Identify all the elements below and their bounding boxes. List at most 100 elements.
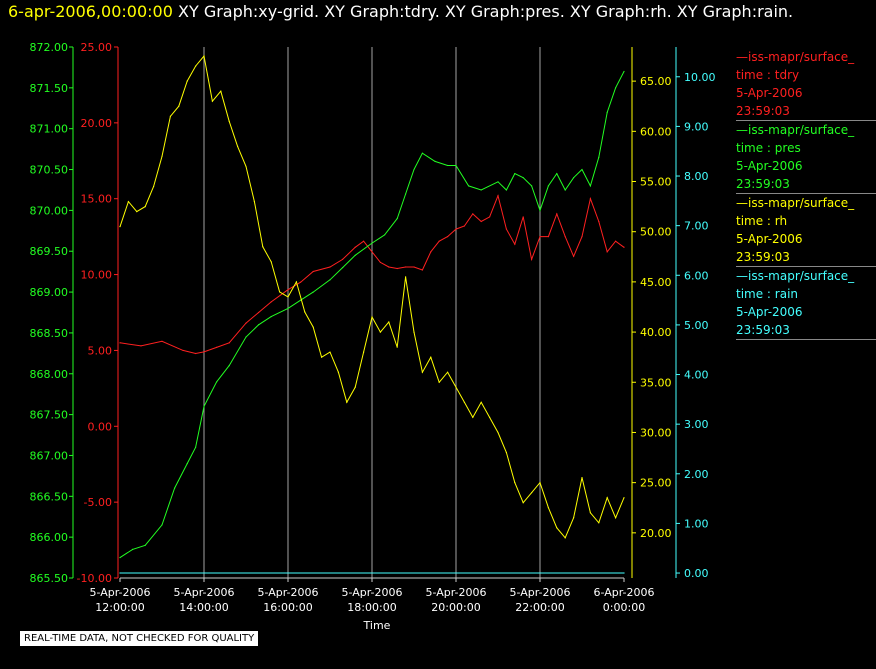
- rh-tick-label-6: 50.00: [640, 226, 672, 239]
- point-rh-0: [119, 226, 121, 228]
- point-pres-6: [195, 446, 197, 448]
- tdry-tick-label-5: 15.00: [81, 193, 113, 206]
- point-rh-1: [127, 200, 129, 203]
- point-rh-15: [245, 165, 247, 168]
- x-axis: 5-Apr-2006 12:00:00 5-Apr-2006 14:00:00 5-Ap…: [89, 577, 655, 632]
- legend: —iss-mapr/surface_ time : tdry 5-Apr-2006 2…: [736, 48, 876, 340]
- point-pres-7: [203, 405, 205, 408]
- tdry-tick-label-2: 0.00: [88, 420, 113, 433]
- point-pres-30: [497, 181, 499, 183]
- point-rh-44: [489, 416, 491, 418]
- point-pres-45: [623, 70, 625, 73]
- point-rh-11: [211, 100, 213, 102]
- rain-tick-label-5: 5.00: [684, 319, 709, 332]
- point-rh-51: [547, 507, 550, 509]
- point-rh-40: [455, 386, 457, 388]
- legend-date: 5-Apr-2006: [736, 159, 803, 173]
- point-tdry-38: [539, 236, 541, 238]
- point-tdry-14: [329, 266, 331, 268]
- point-rh-21: [295, 281, 297, 283]
- point-pres-35: [539, 209, 541, 211]
- point-rh-5: [161, 155, 163, 158]
- header-graph-titles: XY Graph:xy-grid. XY Graph:tdry. XY Grap…: [172, 2, 794, 21]
- point-rh-19: [279, 291, 281, 293]
- pres-tick-label-10: 870.50: [30, 164, 69, 177]
- graph-header: 6-apr-2006,00:00:00 XY Graph:xy-grid. XY…: [8, 2, 793, 21]
- point-tdry-25: [430, 251, 432, 253]
- point-rain-1: [623, 572, 625, 574]
- pres-tick-label-2: 866.50: [30, 490, 69, 503]
- point-rh-54: [573, 517, 575, 519]
- point-tdry-23: [413, 266, 415, 268]
- point-pres-13: [287, 307, 289, 310]
- x-tick-label-0: 5-Apr-2006: [89, 586, 150, 599]
- legend-name: —iss-mapr/surface_: [736, 269, 855, 283]
- legend-entry-0: —iss-mapr/surface_ time : tdry 5-Apr-2006 2…: [736, 48, 876, 121]
- point-tdry-40: [556, 213, 558, 215]
- point-tdry-2: [161, 340, 163, 342]
- legend-name: —iss-mapr/surface_: [736, 123, 855, 137]
- x-tick-label-2: 5-Apr-2006: [257, 586, 318, 599]
- x-tick-time-0: 12:00:00: [95, 601, 144, 614]
- point-tdry-28: [455, 228, 457, 230]
- legend-entry-3: —iss-mapr/surface_ time : rain 5-Apr-2006 2…: [736, 267, 876, 340]
- point-rh-8: [186, 80, 188, 82]
- point-rh-49: [531, 492, 533, 494]
- legend-entry-1: —iss-mapr/surface_ time : pres 5-Apr-2006 2…: [736, 121, 876, 194]
- quality-label: REAL-TIME DATA, NOT CHECKED FOR QUALITY: [20, 631, 259, 646]
- point-rh-7: [178, 105, 180, 107]
- point-rh-47: [514, 482, 516, 484]
- point-pres-20: [384, 234, 386, 236]
- point-rh-35: [413, 331, 415, 333]
- point-tdry-24: [421, 269, 423, 271]
- point-tdry-9: [258, 311, 260, 314]
- point-rh-58: [606, 497, 608, 499]
- point-pres-41: [589, 185, 592, 187]
- header-timestamp: 6-apr-2006,00:00:00: [8, 2, 173, 21]
- point-rh-56: [589, 512, 592, 514]
- point-rh-43: [480, 401, 482, 403]
- point-pres-11: [258, 324, 260, 326]
- point-pres-14: [300, 299, 302, 301]
- point-pres-10: [245, 336, 247, 338]
- x-tick-time-2: 16:00:00: [263, 601, 312, 614]
- point-rh-48: [522, 502, 524, 504]
- point-pres-22: [405, 193, 407, 195]
- point-rh-59: [615, 517, 617, 519]
- rain-tick-label-9: 9.00: [684, 120, 709, 133]
- rh-tick-label-7: 55.00: [640, 176, 672, 189]
- pres-tick-label-9: 870.00: [30, 204, 69, 217]
- point-rh-10: [203, 55, 205, 57]
- point-tdry-10: [270, 301, 272, 303]
- point-pres-38: [564, 189, 566, 191]
- point-tdry-21: [396, 267, 398, 270]
- point-rh-2: [136, 211, 138, 213]
- point-rh-32: [388, 321, 390, 323]
- point-rh-3: [144, 206, 146, 208]
- series-line-pres: [119, 71, 625, 559]
- point-pres-26: [447, 164, 449, 167]
- point-rh-24: [321, 356, 323, 358]
- point-tdry-20: [388, 266, 390, 268]
- pres-tick-label-1: 866.00: [30, 531, 69, 544]
- point-rh-23: [312, 326, 314, 328]
- point-pres-23: [413, 168, 415, 171]
- point-rh-17: [262, 246, 264, 248]
- rh-tick-label-8: 60.00: [640, 125, 672, 138]
- pres-tick-label-3: 867.00: [30, 449, 69, 462]
- point-tdry-27: [447, 236, 449, 238]
- legend-name: —iss-mapr/surface_: [736, 50, 855, 64]
- rain-tick-label-3: 3.00: [684, 418, 709, 431]
- rain-tick-label-2: 2.00: [684, 468, 709, 481]
- pres-tick-label-8: 869.50: [30, 245, 69, 258]
- point-tdry-48: [623, 246, 625, 248]
- point-pres-21: [396, 217, 398, 220]
- legend-var: time : rh: [736, 214, 788, 228]
- point-rh-20: [287, 296, 289, 298]
- point-tdry-29: [463, 225, 465, 227]
- point-rh-46: [505, 451, 507, 454]
- point-tdry-41: [564, 236, 566, 238]
- x-tick-time-1: 14:00:00: [179, 601, 228, 614]
- pres-tick-label-7: 869.00: [30, 286, 69, 299]
- point-pres-24: [421, 152, 423, 154]
